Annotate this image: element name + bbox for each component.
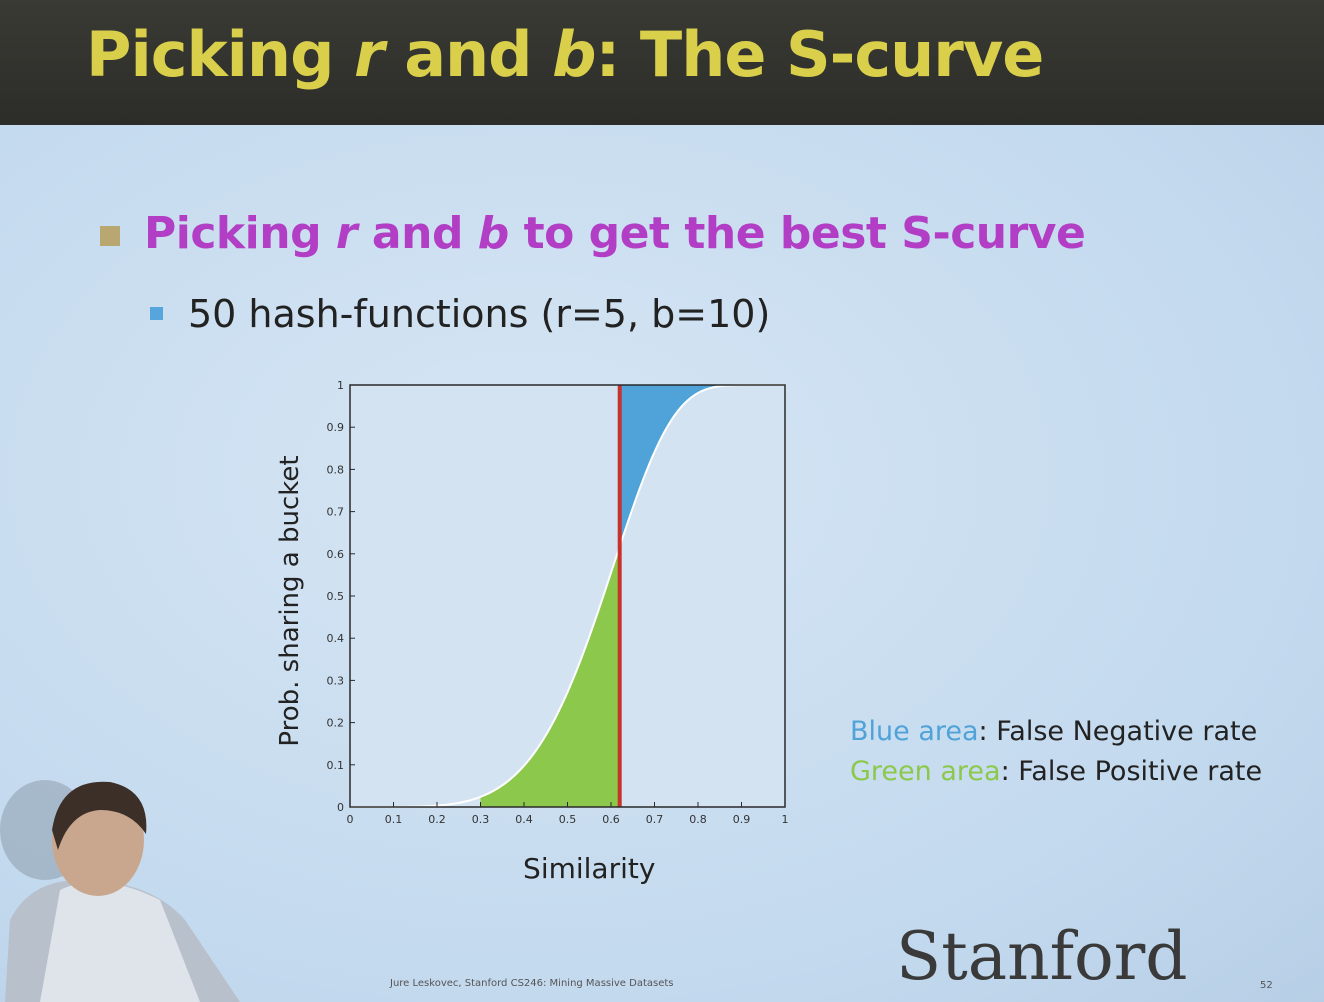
stanford-logo: Stanford — [896, 918, 1188, 995]
x-axis-label: Similarity — [523, 852, 655, 885]
y-tick-label: 0.1 — [327, 759, 345, 772]
y-tick-label: 0.7 — [327, 506, 345, 519]
presenter-silhouette — [0, 780, 240, 1002]
bullet-square-icon — [100, 226, 120, 246]
y-tick-label: 0.8 — [327, 463, 345, 476]
x-tick-label: 0.8 — [689, 813, 707, 826]
y-tick-label: 0.9 — [327, 421, 345, 434]
y-tick-label: 0.4 — [327, 632, 345, 645]
legend-green: Green area: False Positive rate — [850, 756, 1263, 787]
page-number: 52 — [1260, 980, 1273, 991]
false-negative-area — [619, 385, 785, 547]
y-tick-label: 0 — [337, 801, 344, 814]
x-tick-label: 0.7 — [646, 813, 664, 826]
x-tick-label: 0 — [347, 813, 354, 826]
y-tick-label: 0.6 — [327, 548, 345, 561]
y-tick-label: 0.3 — [327, 674, 345, 687]
y-tick-label: 1 — [337, 379, 344, 392]
legend-blue: Blue area: False Negative rate — [850, 716, 1258, 747]
x-tick-label: 0.9 — [733, 813, 751, 826]
bullet-main: Picking r and b to get the best S-curve — [144, 208, 1086, 259]
x-tick-label: 0.5 — [559, 813, 577, 826]
bullet-sub: 50 hash-functions (r=5, b=10) — [188, 292, 771, 336]
y-tick-label: 0.5 — [327, 590, 345, 603]
y-tick-label: 0.2 — [327, 717, 345, 730]
title-bar — [0, 0, 1324, 125]
slide-title: Picking r and b: The S-curve — [86, 18, 1044, 91]
false-positive-area — [480, 546, 620, 807]
x-tick-label: 1 — [782, 813, 789, 826]
x-tick-label: 0.3 — [472, 813, 490, 826]
footer-text: Jure Leskovec, Stanford CS246: Mining Ma… — [390, 978, 674, 989]
x-tick-label: 0.4 — [515, 813, 533, 826]
y-axis-label: Prob. sharing a bucket — [275, 455, 305, 746]
x-tick-label: 0.1 — [385, 813, 403, 826]
x-tick-label: 0.2 — [428, 813, 446, 826]
x-tick-label: 0.6 — [602, 813, 620, 826]
sub-bullet-square-icon — [150, 307, 163, 320]
